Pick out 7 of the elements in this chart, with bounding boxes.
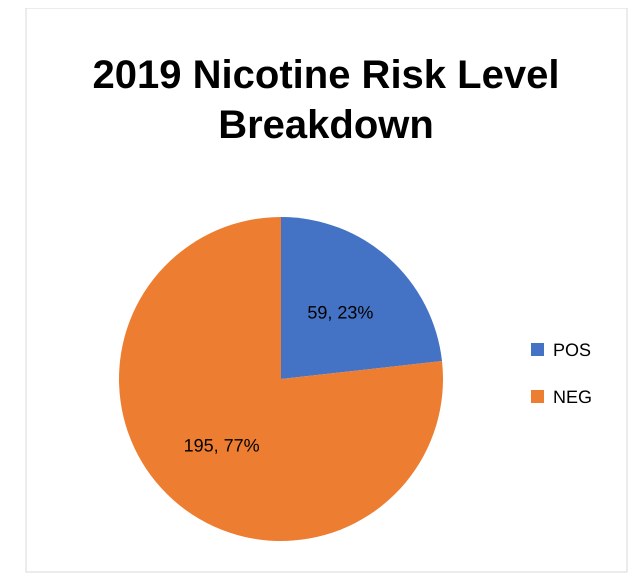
data-label: 59, 23%: [307, 302, 374, 323]
pie-slice: [281, 217, 442, 379]
data-label: 195, 77%: [184, 435, 260, 456]
legend-label: POS: [553, 340, 592, 360]
legend-label: NEG: [553, 387, 592, 407]
pie-slice: [119, 217, 443, 541]
chart-title: 2019 Nicotine Risk Level Breakdown: [92, 53, 560, 147]
